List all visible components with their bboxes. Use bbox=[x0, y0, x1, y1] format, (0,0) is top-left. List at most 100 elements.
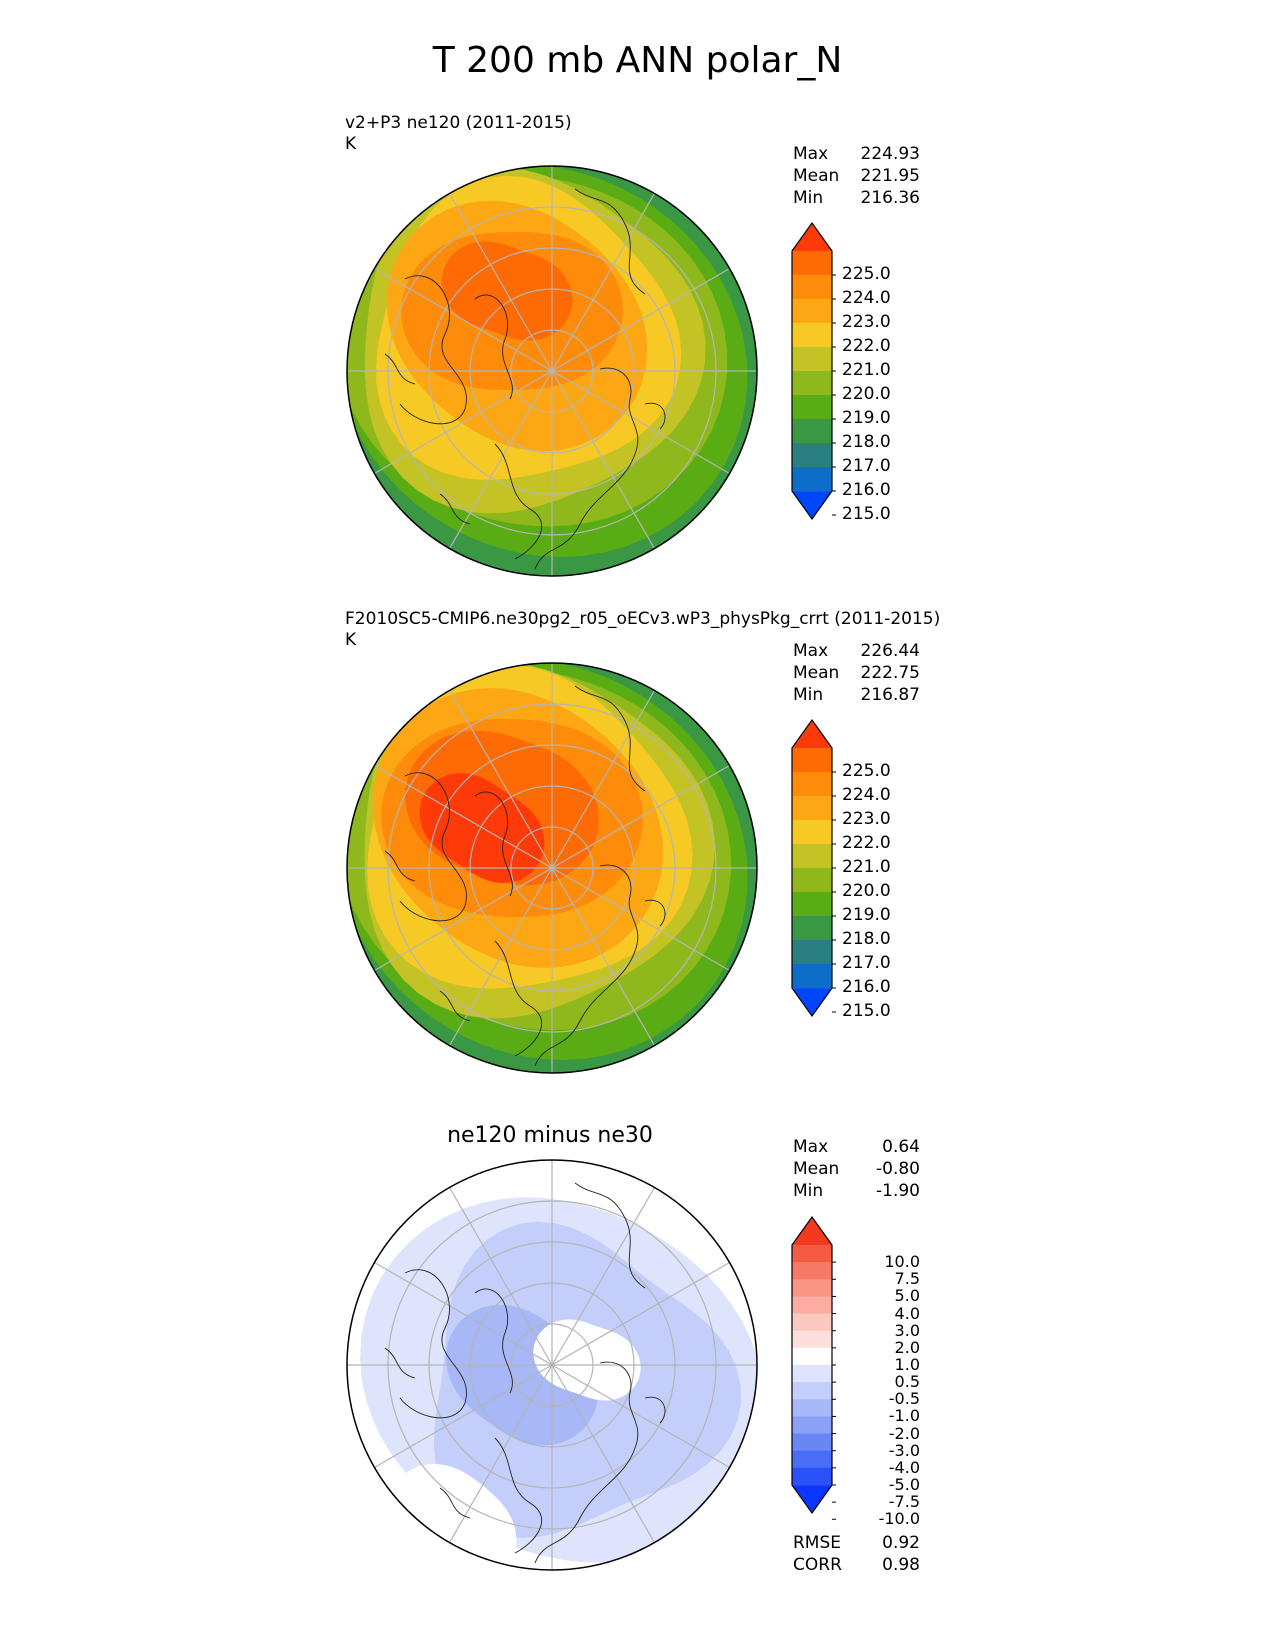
panel2-title: F2010SC5-CMIP6.ne30pg2_r05_oECv3.wP3_phy… bbox=[345, 609, 940, 651]
panel3-mean-label: Mean bbox=[793, 1159, 840, 1179]
panel2-colorbar bbox=[791, 718, 836, 1018]
colorbar-tick-label: 220.0 bbox=[842, 881, 891, 901]
colorbar-tick-label: -1.0 bbox=[888, 1406, 920, 1426]
colorbar-segment bbox=[792, 1262, 832, 1280]
panel3-colorbar bbox=[791, 1215, 836, 1520]
colorbar-tick-label: 7.5 bbox=[894, 1269, 920, 1289]
panel1-mean-value: 221.95 bbox=[860, 166, 920, 186]
panel3-max-value: 0.64 bbox=[882, 1137, 920, 1157]
colorbar-extend-bottom bbox=[792, 491, 832, 519]
corr-value: 0.98 bbox=[882, 1555, 920, 1575]
colorbar-extend-top bbox=[792, 223, 832, 251]
colorbar-tick-label: 222.0 bbox=[842, 336, 891, 356]
colorbar-segment bbox=[792, 748, 832, 773]
colorbar-tick-label: 225.0 bbox=[842, 761, 891, 781]
panel1-title: v2+P3 ne120 (2011-2015) K bbox=[345, 113, 572, 155]
panel1-colorbar bbox=[791, 221, 836, 521]
coastline bbox=[474, 294, 513, 400]
map-boundary bbox=[346, 1159, 758, 1571]
colorbar-tick-label: 224.0 bbox=[842, 288, 891, 308]
coastline bbox=[494, 940, 543, 1057]
colorbar-extend-bottom bbox=[792, 1485, 832, 1513]
colorbar-tick-label: 216.0 bbox=[842, 977, 891, 997]
colorbar-tick-label: 219.0 bbox=[842, 905, 891, 925]
colorbar-segment bbox=[792, 820, 832, 845]
colorbar-extend-top bbox=[792, 1217, 832, 1245]
panel1-min-value: 216.36 bbox=[860, 188, 920, 208]
colorbar-tick-label: 5.0 bbox=[894, 1286, 920, 1306]
coastline bbox=[574, 685, 646, 792]
coastline bbox=[494, 443, 543, 560]
figure-title: T 200 mb ANN polar_N bbox=[432, 40, 843, 81]
coastline bbox=[474, 1288, 513, 1394]
colorbar-tick-label: 4.0 bbox=[894, 1303, 920, 1323]
panel2-max-value: 226.44 bbox=[860, 641, 920, 661]
coastline bbox=[399, 772, 467, 922]
coastline bbox=[384, 353, 416, 385]
colorbar-tick-label: 217.0 bbox=[842, 456, 891, 476]
panel1-title-line1: v2+P3 ne120 (2011-2015) bbox=[345, 113, 572, 133]
map-contour-band bbox=[441, 241, 573, 341]
colorbar-segment bbox=[792, 395, 832, 420]
colorbar-tick-label: 223.0 bbox=[842, 809, 891, 829]
panel2-mean-value: 222.75 bbox=[860, 663, 920, 683]
longitude-gridline bbox=[374, 267, 730, 475]
colorbar-tick-label: -7.5 bbox=[888, 1492, 920, 1512]
coastline bbox=[534, 864, 639, 1067]
colorbar-segment bbox=[792, 844, 832, 869]
panel2-title-line1: F2010SC5-CMIP6.ne30pg2_r05_oECv3.wP3_phy… bbox=[345, 609, 941, 629]
coastline bbox=[574, 188, 646, 295]
colorbar-tick-label: 216.0 bbox=[842, 480, 891, 500]
coastline bbox=[439, 990, 471, 1022]
colorbar-tick-label: -4.0 bbox=[888, 1457, 920, 1477]
map-boundary bbox=[346, 165, 758, 577]
panel3-max-label: Max bbox=[793, 1137, 829, 1157]
coastline bbox=[399, 275, 467, 425]
colorbar-segment bbox=[792, 1313, 832, 1332]
colorbar-segment bbox=[792, 299, 832, 324]
coastline bbox=[644, 402, 666, 430]
map-field bbox=[347, 166, 757, 576]
panel3-min-value: -1.90 bbox=[876, 1181, 920, 1201]
longitude-gridline bbox=[374, 1261, 730, 1469]
coastline bbox=[534, 367, 639, 570]
colorbar-segment bbox=[792, 1279, 832, 1297]
colorbar-tick-label: -10.0 bbox=[878, 1509, 920, 1529]
panel1-polar-map bbox=[346, 165, 758, 577]
panel1-stats: Max 224.93 Mean 221.95 Min 216.36 bbox=[793, 143, 920, 209]
colorbar-tick-label: 215.0 bbox=[842, 1001, 891, 1021]
panel1-mean-label: Mean bbox=[793, 166, 840, 186]
colorbar-segment bbox=[792, 1433, 832, 1452]
colorbar-tick-label: 218.0 bbox=[842, 432, 891, 452]
colorbar-tick-label: 221.0 bbox=[842, 360, 891, 380]
colorbar-tick-label: 2.0 bbox=[894, 1337, 920, 1357]
panel2-max-label: Max bbox=[793, 641, 829, 661]
colorbar-segment bbox=[792, 443, 832, 468]
colorbar-segment bbox=[792, 1450, 832, 1469]
colorbar-tick-label: -0.5 bbox=[888, 1389, 920, 1409]
colorbar-segment bbox=[792, 1347, 832, 1366]
colorbar-extend-bottom bbox=[792, 988, 832, 1016]
coastline bbox=[574, 1182, 646, 1289]
panel2-min-label: Min bbox=[793, 685, 824, 705]
colorbar-segment bbox=[792, 892, 832, 917]
colorbar-tick-label: 215.0 bbox=[842, 504, 891, 524]
panel3-polar-map bbox=[346, 1159, 758, 1571]
colorbar-segment bbox=[792, 796, 832, 821]
coastline bbox=[439, 493, 471, 525]
colorbar-segment bbox=[792, 1416, 832, 1435]
panel2-min-value: 216.87 bbox=[860, 685, 920, 705]
panel3-title: ne120 minus ne30 bbox=[447, 1123, 653, 1148]
colorbar-tick-label: 1.0 bbox=[894, 1355, 920, 1374]
colorbar-tick-label: -3.0 bbox=[888, 1440, 920, 1460]
colorbar-segment bbox=[792, 323, 832, 348]
colorbar-tick-label: 10.0 bbox=[884, 1252, 920, 1272]
colorbar-tick-label: 3.0 bbox=[894, 1320, 920, 1340]
colorbar-segment bbox=[792, 1467, 832, 1486]
colorbar-tick-label: 218.0 bbox=[842, 929, 891, 949]
colorbar-tick-label: 0.5 bbox=[894, 1372, 920, 1392]
coastline bbox=[474, 791, 513, 897]
colorbar-segment bbox=[792, 772, 832, 797]
colorbar-segment bbox=[792, 1399, 832, 1417]
coastline bbox=[384, 1347, 416, 1379]
